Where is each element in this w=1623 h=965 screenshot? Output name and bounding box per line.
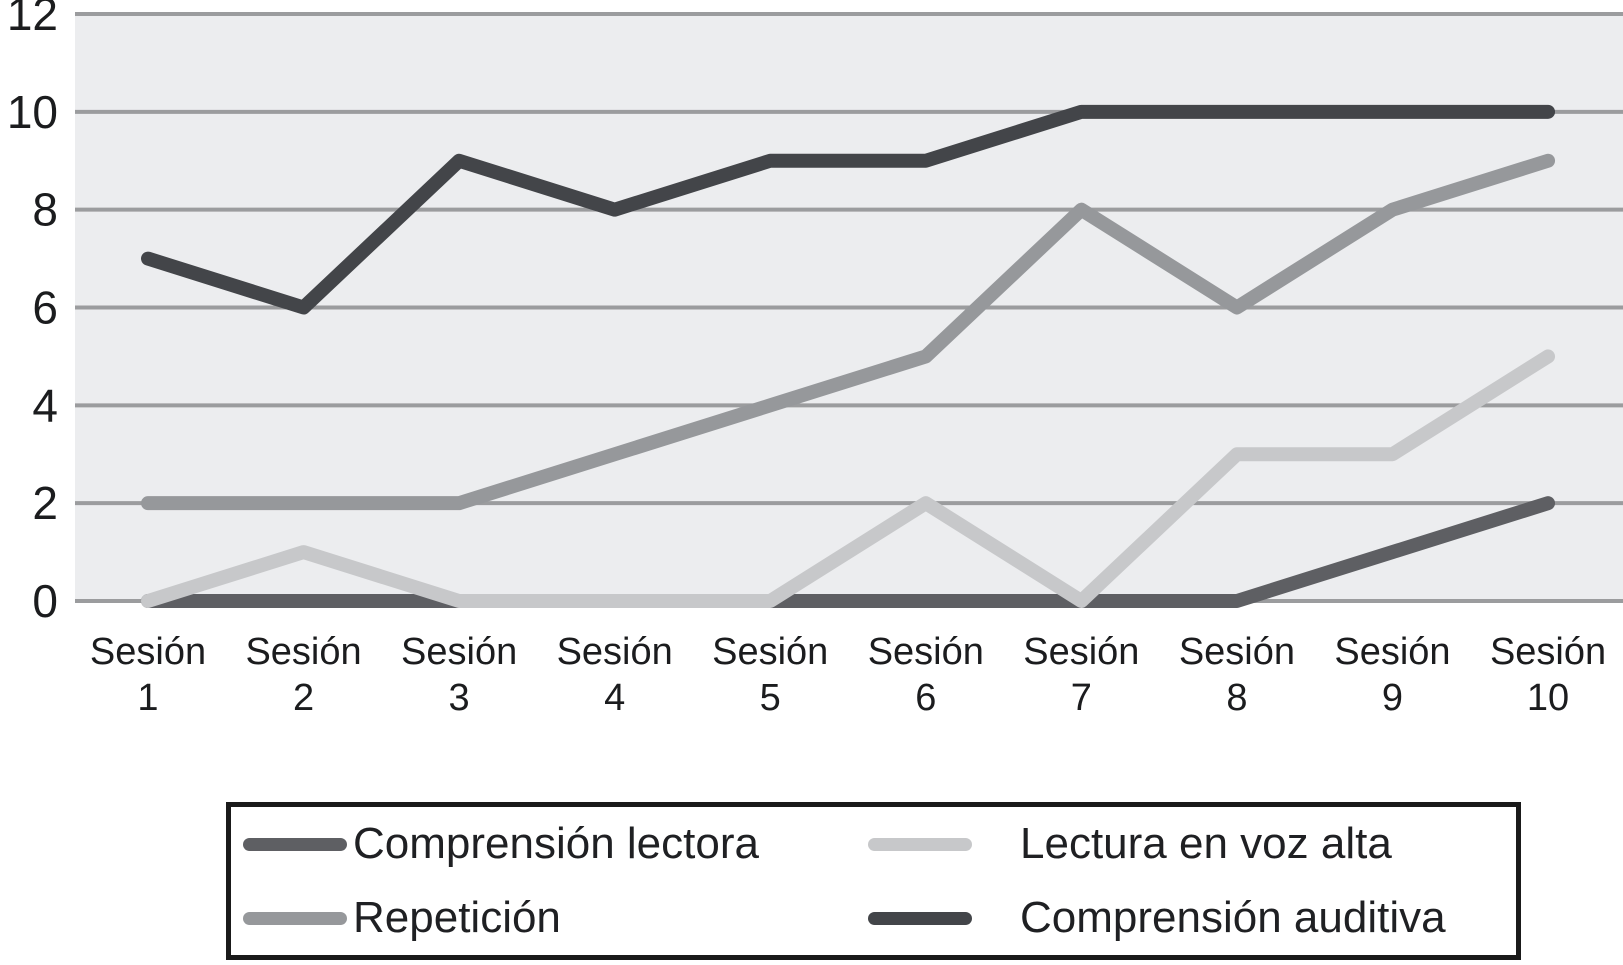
y-tick-label: 2 — [32, 477, 58, 529]
series-line-comprension-lectora — [141, 496, 1556, 608]
legend-swatch — [243, 911, 347, 925]
legend-label: Comprensión auditiva — [1020, 893, 1446, 942]
series-line-lectura-en-voz-alta — [141, 349, 1556, 608]
legend-label: Comprensión lectora — [353, 819, 759, 868]
legend-item: Comprensión lectora — [243, 819, 868, 869]
x-tick-label: Sesión 10 — [1490, 631, 1606, 719]
legend-swatch — [243, 837, 347, 851]
x-tick-label: Sesión 2 — [245, 631, 361, 719]
series-line-comprension-auditiva — [141, 104, 1556, 315]
legend-swatch — [868, 837, 972, 851]
legend-label: Lectura en voz alta — [1020, 819, 1392, 868]
x-tick-label: Sesión 7 — [1023, 631, 1139, 719]
legend-item: Comprensión auditiva — [868, 893, 1516, 943]
x-tick-label: Sesión 1 — [90, 631, 206, 719]
legend-item: Repetición — [243, 893, 868, 943]
line-chart: 0 2 4 6 8 10 12 Sesión 1 Sesión 2 Sesión 3 Sesión 4 Ses… — [7, 0, 1623, 719]
y-tick-label: 6 — [32, 282, 58, 334]
y-tick-label: 12 — [7, 0, 58, 40]
legend-swatch — [868, 911, 972, 925]
legend: Comprensión lectora Lectura en voz alta … — [226, 802, 1521, 960]
x-tick-label: Sesión 9 — [1334, 631, 1450, 719]
x-tick-label: Sesión 3 — [401, 631, 517, 719]
x-tick-label: Sesión 4 — [557, 631, 673, 719]
y-tick-label: 8 — [32, 184, 58, 236]
y-tick-label: 10 — [7, 86, 58, 138]
x-tick-label: Sesión 8 — [1179, 631, 1295, 719]
legend-label: Repetición — [353, 893, 561, 942]
legend-item: Lectura en voz alta — [868, 819, 1516, 869]
series-line-repeticion — [141, 153, 1556, 511]
x-tick-label: Sesión 6 — [868, 631, 984, 719]
x-tick-label: Sesión 5 — [712, 631, 828, 719]
y-tick-label: 4 — [32, 379, 58, 431]
y-tick-label: 0 — [32, 575, 58, 627]
